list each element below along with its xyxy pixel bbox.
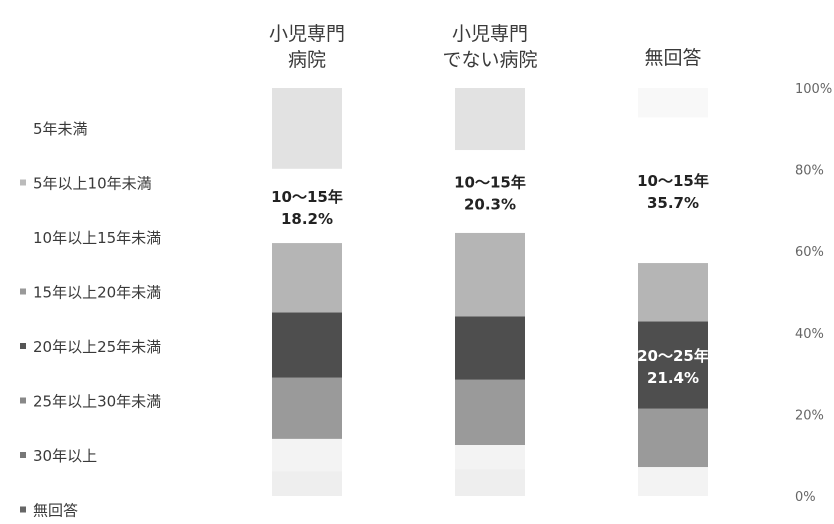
legend-item: 15年以上20年未満 [33,284,161,302]
bar-segment [272,438,342,472]
category-title: 小児専門 [269,23,345,45]
legend-marker [20,343,26,349]
legend-marker [20,397,26,404]
bars [272,88,708,496]
segment-labels: 10～15年 18.2% 10～15年 20.3% 10～15年 35.7% 20～25年 2… [271,172,709,387]
bar-segment [455,232,525,317]
bar-segment [638,408,708,468]
bar-segment [638,117,708,264]
legend-item: 5年以上10年未満 [33,175,152,193]
data-label: 10～15年 [271,188,343,206]
bar-segment [455,379,525,445]
category-title: でない病院 [442,49,537,71]
legend-marker [20,288,26,295]
bar-segment [638,321,708,409]
bar-segment [455,445,525,470]
bar-segment [455,150,525,233]
data-label: 20～25年 [637,347,709,365]
data-label: 21.4% [647,369,699,387]
data-label: 20.3% [464,195,516,213]
bar-segment [272,312,342,378]
legend-item: 5年未満 [33,120,88,138]
data-label: 35.7% [647,194,699,212]
category-title: 小児専門 [452,23,528,45]
bar-segment [272,88,342,169]
bar-segment [638,263,708,322]
legend-item: 10年以上15年未満 [33,229,161,247]
y-tick-label: 100% [795,82,832,97]
legend-marker [20,452,26,458]
legend: 5年未満 5年以上10年未満 10年以上15年未満 15年以上20年未満 20年以上25… [20,120,161,520]
bar-segment [272,168,342,244]
legend-item: 25年以上30年未満 [33,393,161,411]
category-title: 病院 [288,49,326,71]
bar-segment [455,88,525,151]
bar-segment [638,88,708,118]
bar-segment [638,467,708,496]
bar-segment [272,377,342,439]
data-label: 18.2% [281,210,333,228]
y-tick-label: 20% [795,408,824,423]
legend-marker [20,506,26,513]
bar-segment [272,471,342,496]
y-axis: 0% 20% 40% 60% 80% 100% [795,82,832,505]
bar-segment [455,316,525,380]
legend-marker [20,179,26,186]
legend-item: 無回答 [33,502,78,520]
y-tick-label: 0% [795,490,816,505]
bar-segment [455,469,525,496]
y-tick-label: 60% [795,245,824,260]
data-label: 10～15年 [637,172,709,190]
bar-segment [272,243,342,313]
y-tick-label: 40% [795,327,824,342]
legend-item: 30年以上 [33,447,97,465]
category-title: 無回答 [644,47,701,69]
data-label: 10～15年 [454,173,526,191]
y-tick-label: 80% [795,164,824,179]
legend-item: 20年以上25年未満 [33,338,161,356]
